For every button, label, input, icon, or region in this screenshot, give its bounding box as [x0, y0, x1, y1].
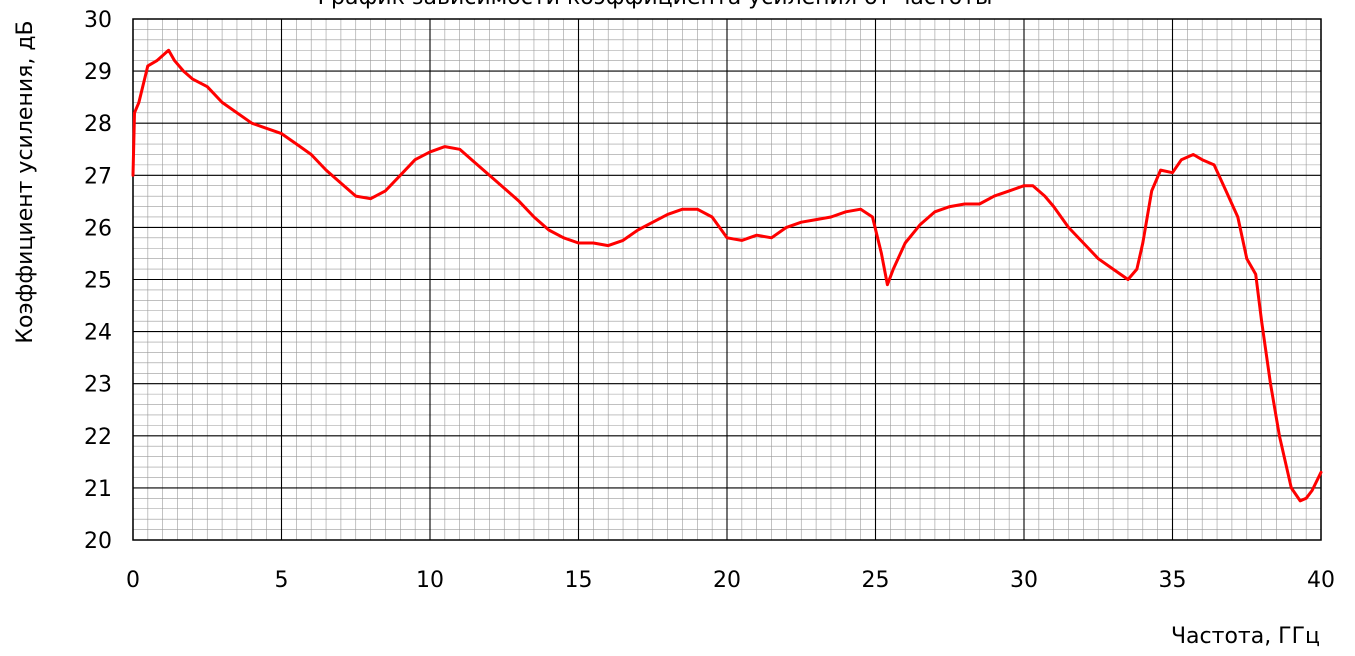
y-axis-title: Коэффициент усиления, дБ	[13, 20, 38, 343]
x-tick-label: 0	[126, 568, 140, 593]
y-tick-label: 30	[84, 8, 112, 33]
y-tick-label: 27	[84, 164, 112, 189]
x-tick-label: 10	[416, 568, 444, 593]
x-tick-label: 40	[1307, 568, 1335, 593]
y-tick-label: 25	[84, 269, 112, 294]
y-tick-labels: 20 21 22 23 24 25 26 27 28 29 30	[84, 8, 112, 554]
y-tick-label: 29	[84, 60, 112, 85]
y-tick-label: 20	[84, 529, 112, 554]
gain-series-line	[131, 48, 1323, 503]
x-tick-label: 25	[862, 568, 890, 593]
x-tick-labels: 0 5 10 15 20 25 30 35 40	[126, 568, 1335, 593]
y-tick-label: 21	[84, 477, 112, 502]
plot-frame	[132, 18, 1322, 541]
x-tick-label: 5	[275, 568, 289, 593]
x-axis-title: Частота, ГГц	[1171, 624, 1320, 649]
x-tick-label: 30	[1010, 568, 1038, 593]
y-tick-label: 23	[84, 373, 112, 398]
y-tick-label: 28	[84, 112, 112, 137]
x-tick-label: 15	[565, 568, 593, 593]
y-tick-label: 22	[84, 425, 112, 450]
x-tick-label: 35	[1159, 568, 1187, 593]
y-tick-label: 24	[84, 321, 112, 346]
y-tick-label: 26	[84, 216, 112, 241]
x-tick-label: 20	[713, 568, 741, 593]
chart-title: График зависимости коэффициента усиления…	[318, 0, 993, 10]
